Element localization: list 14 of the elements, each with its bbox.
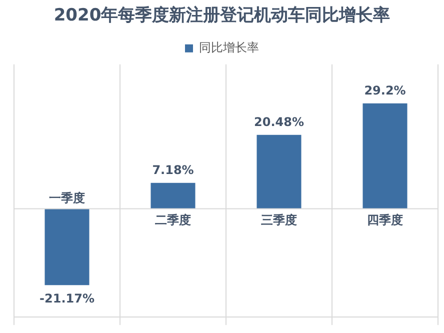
data-label: -21.17% [40, 291, 94, 306]
bar [44, 208, 90, 286]
data-label: 7.18% [152, 162, 194, 177]
x-tick-label: 三季度 [261, 212, 297, 227]
x-tick-label: 一季度 [49, 190, 85, 205]
data-label: 29.2% [364, 84, 406, 98]
bar [362, 103, 408, 209]
bar [150, 182, 196, 209]
data-label: 20.48% [254, 114, 304, 129]
chart-title: 2020年每季度新注册登记机动车同比增长率 [54, 6, 390, 26]
bar [256, 134, 302, 209]
x-tick-label: 二季度 [155, 212, 191, 227]
x-tick-label: 四季度 [367, 212, 403, 227]
legend-label: 同比增长率 [199, 40, 259, 55]
